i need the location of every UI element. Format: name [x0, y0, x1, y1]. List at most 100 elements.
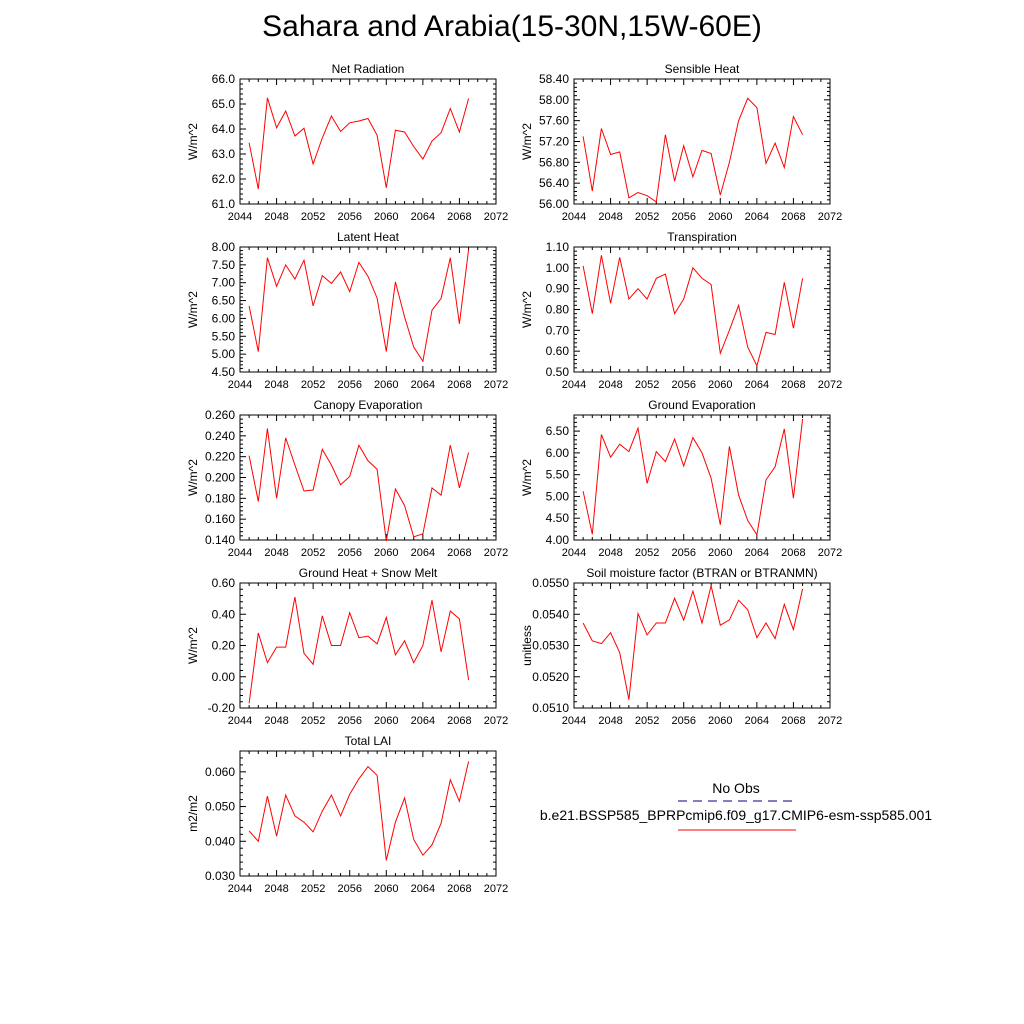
x-tick-label: 2072: [484, 547, 508, 559]
y-tick-label: 0.0510: [532, 701, 569, 715]
x-tick-label: 2044: [562, 211, 586, 223]
y-tick-label: 7.00: [212, 276, 236, 290]
y-tick-label: 0.040: [205, 834, 235, 848]
series-line: [582, 97, 804, 203]
y-axis-label: W/m^2: [186, 459, 200, 496]
x-tick-label: 2056: [337, 883, 361, 895]
x-tick-label: 2056: [337, 211, 361, 223]
x-tick-label: 2064: [745, 715, 769, 727]
y-tick-label: 0.0550: [532, 576, 569, 590]
x-tick-label: 2044: [562, 547, 586, 559]
x-tick-label: 2060: [374, 883, 398, 895]
x-tick-label: 2056: [671, 547, 695, 559]
y-tick-label: 56.00: [539, 197, 569, 211]
y-tick-label: 63.0: [212, 147, 236, 161]
y-tick-label: 1.00: [546, 261, 570, 275]
x-tick-label: 2068: [447, 883, 471, 895]
y-tick-label: 0.00: [212, 670, 236, 684]
y-tick-label: 0.60: [212, 576, 236, 590]
legend-case-label: b.e21.BSSP585_BPRPcmip6.f09_g17.CMIP6-es…: [539, 807, 933, 823]
x-tick-label: 2048: [598, 715, 622, 727]
series-line: [248, 428, 470, 542]
x-tick-label: 2044: [562, 379, 586, 391]
y-tick-label: 0.80: [546, 303, 570, 317]
x-tick-label: 2044: [228, 883, 252, 895]
x-tick-label: 2052: [635, 379, 659, 391]
y-tick-label: 7.50: [212, 258, 236, 272]
x-tick-label: 2072: [818, 547, 842, 559]
y-tick-label: 62.0: [212, 172, 236, 186]
chart-panel-3: Latent Heat W/m^2 2044 2048 2052 2056 2060 2064…: [186, 230, 508, 391]
chart-title: Transpiration: [667, 230, 737, 244]
chart-panel-6: Ground Evaporation W/m^2 2044 2048 2052 2056 2…: [520, 398, 842, 559]
series-line: [248, 597, 470, 704]
x-tick-label: 2072: [484, 379, 508, 391]
y-tick-label: 0.260: [205, 408, 235, 422]
x-tick-label: 2060: [708, 379, 732, 391]
y-tick-label: 0.0540: [532, 607, 569, 621]
y-axis-label: W/m^2: [186, 291, 200, 328]
y-tick-label: 6.00: [212, 311, 236, 325]
y-tick-label: 58.00: [539, 93, 569, 107]
y-tick-label: 66.0: [212, 72, 236, 86]
x-tick-label: 2052: [301, 883, 325, 895]
y-tick-label: 4.50: [546, 511, 570, 525]
series-line: [582, 585, 804, 700]
x-tick-label: 2052: [301, 379, 325, 391]
x-tick-label: 2048: [598, 547, 622, 559]
x-tick-label: 2060: [708, 547, 732, 559]
y-tick-label: 58.40: [539, 72, 569, 86]
x-tick-label: 2068: [447, 715, 471, 727]
y-tick-label: -0.20: [208, 701, 236, 715]
series-line: [248, 249, 470, 363]
y-axis-label: W/m^2: [520, 459, 534, 496]
y-tick-label: 1.10: [546, 240, 570, 254]
x-tick-label: 2064: [411, 211, 435, 223]
x-tick-label: 2060: [708, 715, 732, 727]
x-tick-label: 2048: [598, 211, 622, 223]
y-tick-label: 0.40: [212, 607, 236, 621]
x-tick-label: 2060: [374, 379, 398, 391]
x-tick-label: 2048: [264, 547, 288, 559]
chart-panel-4: Transpiration W/m^2 2044 2048 2052 2056 2060 20…: [520, 230, 842, 391]
x-tick-label: 2064: [411, 715, 435, 727]
chart-panel-1: Net Radiation W/m^2 2044 2048 2052 2056 2060 20…: [186, 62, 508, 223]
x-tick-label: 2060: [708, 211, 732, 223]
x-tick-label: 2068: [781, 211, 805, 223]
y-tick-label: 8.00: [212, 240, 236, 254]
chart-title: Total LAI: [345, 734, 392, 748]
x-tick-label: 2072: [818, 211, 842, 223]
y-tick-label: 0.160: [205, 512, 235, 526]
x-tick-label: 2064: [745, 211, 769, 223]
x-tick-label: 2072: [484, 883, 508, 895]
series-line: [248, 97, 470, 190]
x-tick-label: 2060: [374, 547, 398, 559]
y-tick-label: 0.060: [205, 765, 235, 779]
x-tick-label: 2060: [374, 715, 398, 727]
chart-title: Canopy Evaporation: [314, 398, 423, 412]
x-tick-label: 2044: [228, 715, 252, 727]
series-line: [582, 418, 804, 537]
x-tick-label: 2052: [301, 547, 325, 559]
x-tick-label: 2072: [484, 715, 508, 727]
y-tick-label: 0.90: [546, 282, 570, 296]
chart-panel-7: Ground Heat + Snow Melt W/m^2 2044 2048 2052…: [186, 566, 508, 727]
x-tick-label: 2048: [264, 211, 288, 223]
y-tick-label: 57.20: [539, 135, 569, 149]
y-tick-label: 57.60: [539, 114, 569, 128]
legend-obs-label: No Obs: [712, 780, 760, 796]
x-tick-label: 2064: [745, 379, 769, 391]
chart-panel-9: Total LAI m2/m2 2044 2048 2052 2056 2060 2064 20…: [186, 734, 508, 895]
x-tick-label: 2056: [671, 211, 695, 223]
y-tick-label: 0.240: [205, 429, 235, 443]
y-axis-label: W/m^2: [186, 123, 200, 160]
series-line: [248, 761, 470, 861]
x-tick-label: 2056: [337, 379, 361, 391]
x-tick-label: 2056: [671, 715, 695, 727]
chart-panel-2: Sensible Heat W/m^2 2044 2048 2052 2056 2060 20…: [520, 62, 842, 223]
x-tick-label: 2064: [745, 547, 769, 559]
x-tick-label: 2068: [447, 211, 471, 223]
y-tick-label: 5.50: [546, 468, 570, 482]
y-tick-label: 0.140: [205, 533, 235, 547]
